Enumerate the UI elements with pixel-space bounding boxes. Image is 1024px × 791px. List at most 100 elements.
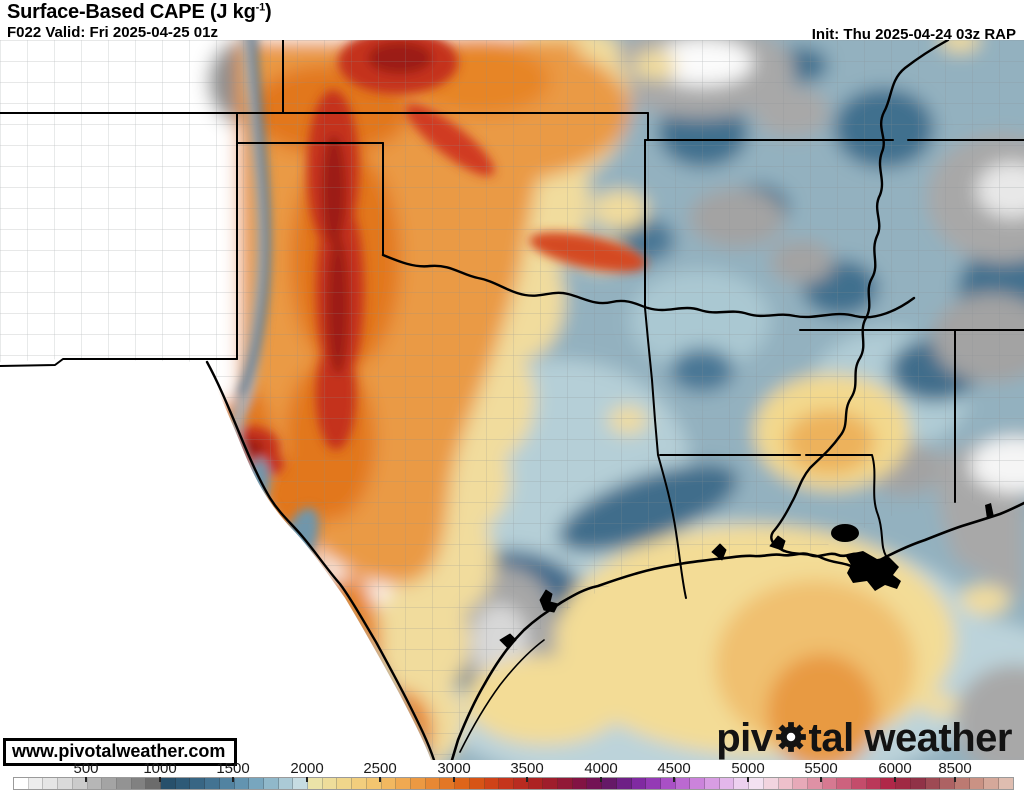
valid-time-label: F022 Valid: Fri 2025-04-25 01z: [7, 24, 218, 41]
colorbar-segment: [410, 778, 426, 789]
colorbar-segment: [587, 778, 603, 789]
colorbar: [13, 777, 1014, 790]
colorbar-segment: [543, 778, 559, 789]
colorbar-segment: [984, 778, 1000, 789]
colorbar-segment: [72, 778, 88, 789]
colorbar-tick-label: 5500: [804, 760, 838, 777]
colorbar-tick-mark: [453, 777, 455, 782]
colorbar-segment: [308, 778, 323, 789]
colorbar-segment: [513, 778, 529, 789]
colorbar-segment: [205, 778, 220, 789]
colorbar-tick-mark: [159, 777, 161, 782]
colorbar-segment: [396, 778, 411, 789]
colorbar-segment: [734, 778, 750, 789]
colorbar-segment: [807, 778, 823, 789]
colorbar-tick-label: 2500: [363, 760, 397, 777]
colorbar-segment: [58, 778, 73, 789]
colorbar-segment: [896, 778, 911, 789]
mississippi-delta: [831, 503, 994, 591]
colorbar-tick-mark: [894, 777, 896, 782]
colorbar-segment: [131, 778, 147, 789]
colorbar-segment: [866, 778, 882, 789]
mexico-region: [0, 361, 431, 760]
colorbar-segment: [175, 778, 191, 789]
colorbar-segment: [116, 778, 132, 789]
colorbar-segment: [102, 778, 117, 789]
colorbar-segment: [14, 778, 29, 789]
colorbar-tick-mark: [379, 777, 381, 782]
colorbar-segment: [440, 778, 456, 789]
colorbar-segment: [234, 778, 250, 789]
colorbar-segment: [190, 778, 206, 789]
colorbar-segment: [425, 778, 441, 789]
colorbar-tick-label: 8500: [938, 760, 972, 777]
colorbar-segment: [925, 778, 941, 789]
colorbar-tick-mark: [232, 777, 234, 782]
colorbar-tick-mark: [526, 777, 528, 782]
colorbar-tick-label: 1500: [216, 760, 250, 777]
colorbar-segment: [749, 778, 764, 789]
brand-logo: piv tal weather: [716, 713, 1012, 764]
colorbar-tick-label: 4500: [657, 760, 691, 777]
colorbar-segment: [484, 778, 500, 789]
colorbar-segment: [558, 778, 573, 789]
colorbar-segment: [28, 778, 44, 789]
colorbar-segment: [322, 778, 338, 789]
colorbar-tick-mark: [747, 777, 749, 782]
colorbar-tick-mark: [820, 777, 822, 782]
colorbar-segment: [161, 778, 176, 789]
state-borders: [0, 39, 1024, 599]
colorbar-segment: [690, 778, 706, 789]
colorbar-tick-mark: [954, 777, 956, 782]
colorbar-segment: [705, 778, 720, 789]
colorbar-segment: [793, 778, 808, 789]
rivers: [205, 38, 950, 762]
colorbar-segment: [675, 778, 691, 789]
colorbar-segment: [43, 778, 59, 789]
colorbar-segment: [87, 778, 103, 789]
colorbar-segment: [293, 778, 309, 789]
colorbar-segment: [263, 778, 279, 789]
colorbar-tick-label: 3000: [437, 760, 471, 777]
colorbar-segment: [572, 778, 588, 789]
colorbar-segment: [719, 778, 735, 789]
colorbar-segment: [955, 778, 970, 789]
colorbar-segment: [837, 778, 853, 789]
colorbar-segment: [219, 778, 235, 789]
colorbar-segment: [602, 778, 617, 789]
colorbar-segment: [763, 778, 779, 789]
colorbar-tick-label: 4000: [584, 760, 618, 777]
colorbar-segment: [352, 778, 367, 789]
title-superscript: -1: [255, 1, 266, 14]
colorbar-segment: [146, 778, 162, 789]
colorbar-segment: [455, 778, 470, 789]
brand-logo-prefix: piv: [716, 716, 773, 760]
colorbar-tick-mark: [306, 777, 308, 782]
colorbar-segment: [616, 778, 632, 789]
colorbar-segment: [366, 778, 382, 789]
colorbar-segment: [969, 778, 985, 789]
colorbar-tick-label: 2000: [290, 760, 324, 777]
colorbar-tick-label: 500: [73, 760, 99, 777]
colorbar-segment: [631, 778, 647, 789]
colorbar-segment: [499, 778, 514, 789]
colorbar-tick-label: 3500: [510, 760, 544, 777]
watermark-url: www.pivotalweather.com: [3, 738, 238, 766]
colorbar-segment: [778, 778, 794, 789]
brand-logo-suffix: tal weather: [808, 716, 1013, 760]
colorbar-segment: [249, 778, 264, 789]
colorbar-tick-mark: [600, 777, 602, 782]
colorbar-segment: [646, 778, 661, 789]
gear-icon: [774, 719, 808, 764]
colorbar-segment: [999, 778, 1013, 789]
colorbar-tick-label: 1000: [143, 760, 177, 777]
colorbar-segment: [852, 778, 867, 789]
colorbar-segment: [337, 778, 353, 789]
init-time-label: Init: Thu 2025-04-24 03z RAP: [811, 26, 1016, 43]
coastline: [450, 501, 1024, 762]
colorbar-segment: [278, 778, 294, 789]
colorbar-segment: [381, 778, 397, 789]
colorbar-segment: [881, 778, 897, 789]
